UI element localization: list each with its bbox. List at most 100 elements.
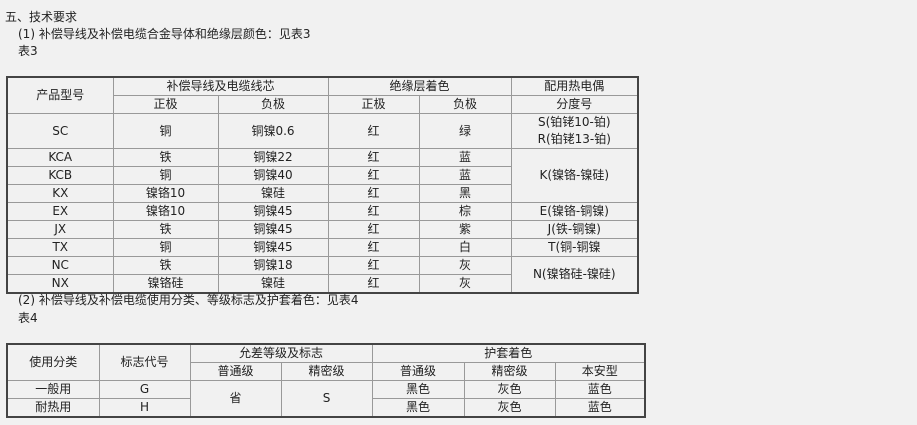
cell-model: SC xyxy=(6,113,114,149)
cell-tc: E(镍铬-铜镍) xyxy=(510,202,639,221)
header-precise2: 精密级 xyxy=(463,362,556,381)
cell-neg: 镍硅 xyxy=(217,184,329,203)
cell-pos: 镍铬硅 xyxy=(112,274,219,294)
item1-text: (1) 补偿导线及补偿电缆合金导体和绝缘层颜色：见表3 xyxy=(18,27,311,41)
cell-ipos: 红 xyxy=(327,184,420,203)
cell-neg: 铜镍22 xyxy=(217,148,329,167)
cell-tc: J(铁-铜镍) xyxy=(510,220,639,239)
cell: 耐热用 xyxy=(6,398,100,418)
cell-ipos: 红 xyxy=(327,113,420,149)
cell: 黑色 xyxy=(371,380,465,399)
table4-label: 表4 xyxy=(18,311,38,325)
header-precise: 精密级 xyxy=(280,362,373,381)
cell: 黑色 xyxy=(371,398,465,418)
cell: H xyxy=(98,398,191,418)
section-heading: 五、技术要求 xyxy=(5,10,78,24)
table-row: KCA 铁铜镍22 红蓝 K(镍铬-镍硅) xyxy=(6,148,639,203)
cell-ipos: 红 xyxy=(327,256,420,275)
table-row: JX 铁铜镍45 红紫 J(铁-铜镍) xyxy=(6,220,639,239)
cell-pos: 铁 xyxy=(112,220,219,239)
cell-ineg: 白 xyxy=(418,238,512,257)
cell-pos: 铜 xyxy=(112,238,219,257)
cell: 一般用 xyxy=(6,380,100,399)
cell-model: NC xyxy=(6,256,114,275)
cell-neg: 铜镍18 xyxy=(217,256,329,275)
cell: 蓝色 xyxy=(554,380,646,399)
cell: 蓝色 xyxy=(554,398,646,418)
cell-tc: T(铜-铜镍 xyxy=(510,238,639,257)
header-sheath: 护套着色 xyxy=(371,343,646,363)
cell-ineg: 绿 xyxy=(418,113,512,149)
cell: S xyxy=(280,380,373,418)
cell-pos: 镍铬10 xyxy=(112,184,219,203)
table3-label: 表3 xyxy=(18,44,38,58)
cell-ipos: 红 xyxy=(327,202,420,221)
cell-tc: S(铂铑10-铂) R(铂铑13-铂) xyxy=(510,113,639,149)
cell-ineg: 灰 xyxy=(418,274,512,294)
cell-model: TX xyxy=(6,238,114,257)
cell: 省 xyxy=(189,380,282,418)
cell-pos: 铁 xyxy=(112,256,219,275)
header-code: 标志代号 xyxy=(98,343,191,381)
table3: 产品型号 补偿导线及电缆线芯 绝缘层着色 配用热电偶 正极 负极 正极 负极 分度号 SC 铜铜… xyxy=(6,76,640,294)
cell-ipos: 红 xyxy=(327,274,420,294)
cell-tc: N(镍铬硅-镍硅) xyxy=(510,256,639,294)
cell-ipos: 红 xyxy=(327,238,420,257)
cell: 灰色 xyxy=(463,380,556,399)
header-neg: 负极 xyxy=(217,95,329,114)
cell-neg: 镍硅 xyxy=(217,274,329,294)
cell: G xyxy=(98,380,191,399)
header-normal: 普通级 xyxy=(189,362,282,381)
cell-neg: 铜镍40 xyxy=(217,166,329,185)
cell-ipos: 红 xyxy=(327,148,420,167)
tc-s: S(铂铑10-铂) xyxy=(537,115,611,129)
cell-tc: K(镍铬-镍硅) xyxy=(510,148,639,203)
header-tc2: 分度号 xyxy=(510,95,639,114)
header-tol: 允差等级及标志 xyxy=(189,343,373,363)
cell-ineg: 蓝 xyxy=(418,148,512,167)
cell-ineg: 灰 xyxy=(418,256,512,275)
tc-r: R(铂铑13-铂) xyxy=(537,132,611,146)
table-row: EX 镍铬10 铜镍45 红棕 E(镍铬-铜镍) xyxy=(6,202,639,221)
cell-model: KCA xyxy=(6,148,114,167)
cell-neg: 铜镍45 xyxy=(217,238,329,257)
cell-ineg: 棕 xyxy=(418,202,512,221)
table-row: NC 铁铜镍18 红灰 N(镍铬硅-镍硅) xyxy=(6,256,639,294)
cell-model: KX xyxy=(6,184,114,203)
cell-model: JX xyxy=(6,220,114,239)
cell: 灰色 xyxy=(463,398,556,418)
table4: 使用分类 标志代号 允差等级及标志 护套着色 普通级 精密级 普通级 精密级 本安型 一般用 G… xyxy=(6,343,647,418)
cell-model: KCB xyxy=(6,166,114,185)
table-row: NX 镍铬硅 镍硅红灰 xyxy=(6,274,638,294)
cell-pos: 镍铬10 xyxy=(112,202,219,221)
cell-neg: 铜镍45 xyxy=(217,220,329,239)
table-row: 一般用 G 省 S 黑色 灰色 蓝色 xyxy=(6,380,646,418)
cell-ipos: 红 xyxy=(327,220,420,239)
cell-neg: 铜镍45 xyxy=(217,202,329,221)
cell-ipos: 红 xyxy=(327,166,420,185)
cell-neg: 铜镍0.6 xyxy=(217,113,329,149)
cell-model: EX xyxy=(6,202,114,221)
cell-pos: 铜 xyxy=(112,166,219,185)
header-normal2: 普通级 xyxy=(371,362,465,381)
item2-text: (2) 补偿导线及补偿电缆使用分类、等级标志及护套着色：见表4 xyxy=(18,293,359,307)
table-row: KCB 铜铜镍40 红蓝 xyxy=(6,166,638,185)
table-row: SC 铜铜镍0.6 红绿 S(铂铑10-铂) R(铂铑13-铂) xyxy=(6,113,639,149)
cell-ineg: 蓝 xyxy=(418,166,512,185)
header-ineg: 负极 xyxy=(418,95,512,114)
table-row: 耐热用 H 黑色 灰色 蓝色 xyxy=(6,398,646,418)
header-model: 产品型号 xyxy=(6,76,114,114)
table-row: TX 铜铜镍45 红白 T(铜-铜镍 xyxy=(6,238,639,257)
cell-ineg: 紫 xyxy=(418,220,512,239)
cell-ineg: 黑 xyxy=(418,184,512,203)
cell-pos: 铁 xyxy=(112,148,219,167)
header-pos: 正极 xyxy=(112,95,219,114)
header-safe: 本安型 xyxy=(554,362,646,381)
header-core: 补偿导线及电缆线芯 xyxy=(112,76,329,96)
cell-model: NX xyxy=(6,274,114,294)
cell-pos: 铜 xyxy=(112,113,219,149)
header-tc: 配用热电偶 xyxy=(510,76,639,96)
header-ipos: 正极 xyxy=(327,95,420,114)
header-use: 使用分类 xyxy=(6,343,100,381)
header-insulation: 绝缘层着色 xyxy=(327,76,512,96)
